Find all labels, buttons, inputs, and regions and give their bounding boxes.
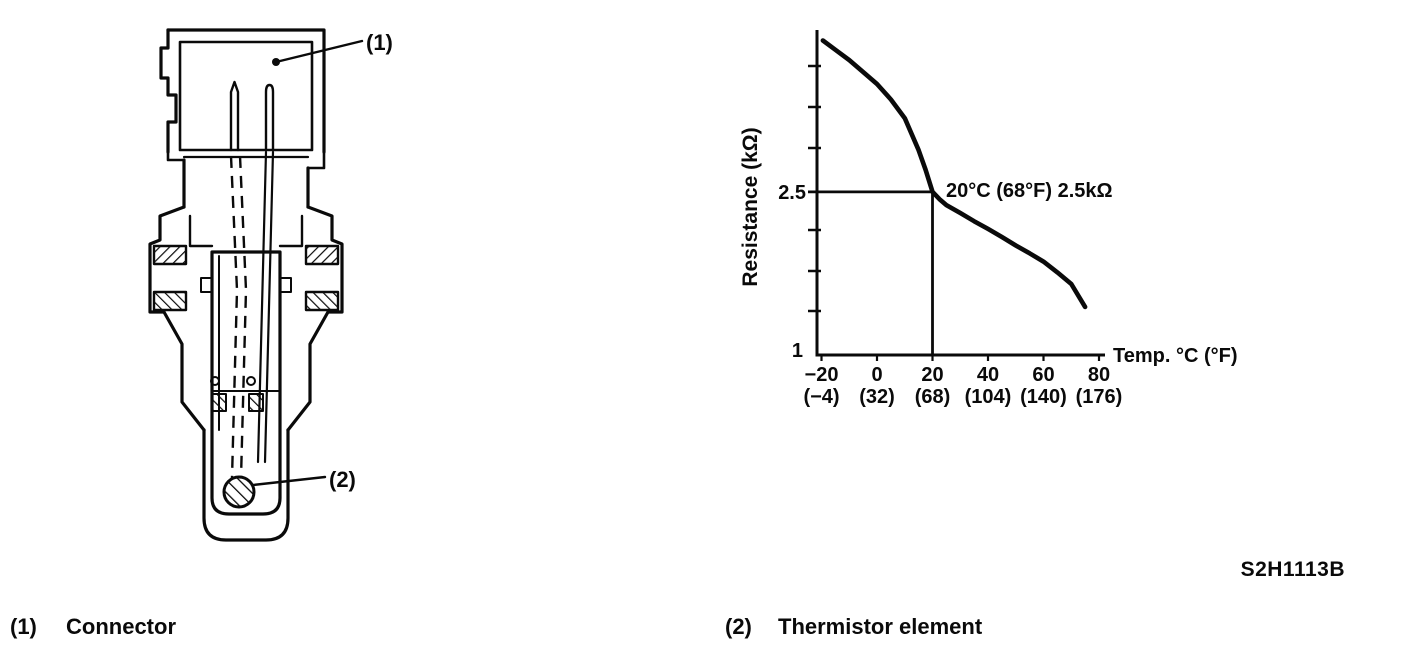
legend-1-number: (1) — [10, 614, 37, 639]
seal-hatch-upper-right — [304, 244, 340, 266]
sensor-cross-section-diagram: (1) (2) — [148, 28, 393, 542]
seal-hatch-lower-right — [304, 290, 340, 312]
sensor-body — [148, 158, 344, 432]
leader-line-1 — [274, 39, 364, 64]
x-tick-label-c: 0 — [871, 364, 882, 386]
hidden-wire-dashed — [229, 155, 248, 479]
connector-pins — [229, 80, 275, 464]
y-tick-label-1: 1 — [792, 340, 803, 362]
leader-line-2 — [251, 475, 327, 487]
x-tick-label-c: 60 — [1032, 364, 1054, 386]
x-tick-label-f: (140) — [1020, 386, 1067, 408]
inner-tube — [200, 250, 292, 516]
seal-hatch-lower-left — [152, 290, 188, 312]
x-tick-label-f: (104) — [965, 386, 1012, 408]
legend-item-connector: (1) Connector — [10, 614, 176, 640]
figure-code: S2H1113B — [1240, 558, 1345, 581]
x-tick-label-f: (68) — [915, 386, 951, 408]
resistance-temperature-chart: Resistance (kΩ) 2.5 1 Temp. °C (°F) 20°C… — [739, 30, 1238, 408]
probe-tip — [202, 428, 290, 542]
legend-item-thermistor: (2) Thermistor element — [725, 614, 982, 640]
legend-2-number: (2) — [725, 614, 752, 639]
x-tick-label-f: (32) — [859, 386, 895, 408]
seal-hatch-upper-left — [152, 244, 188, 266]
pin-lead-wire — [263, 150, 275, 464]
x-tick-label-c: 20 — [921, 364, 943, 386]
resistance-curve — [820, 38, 1088, 310]
x-tick-label-f: (−4) — [803, 386, 839, 408]
x-tick-label-c: 80 — [1088, 364, 1110, 386]
leader-dot-1 — [272, 58, 280, 66]
y-tick-label-2-5: 2.5 — [778, 182, 806, 204]
callout-1-ref: (1) — [366, 30, 393, 55]
callout-leaders — [251, 39, 364, 487]
y-axis-label: Resistance (kΩ) — [739, 127, 762, 286]
x-axis-label: Temp. °C (°F) — [1113, 345, 1238, 367]
connector-housing — [159, 28, 326, 170]
marked-point-annotation: 20°C (68°F) 2.5kΩ — [946, 180, 1113, 202]
seal-hatching — [152, 244, 340, 312]
legend-2-label: Thermistor element — [778, 614, 983, 639]
x-tick-label-c: −20 — [805, 364, 839, 386]
x-tick-label-c: 40 — [977, 364, 999, 386]
callout-2-ref: (2) — [329, 467, 356, 492]
x-tick-label-f: (176) — [1076, 386, 1123, 408]
pin-lead-wire — [256, 150, 268, 464]
legend-1-label: Connector — [66, 614, 176, 639]
thermistor-element — [222, 475, 256, 509]
